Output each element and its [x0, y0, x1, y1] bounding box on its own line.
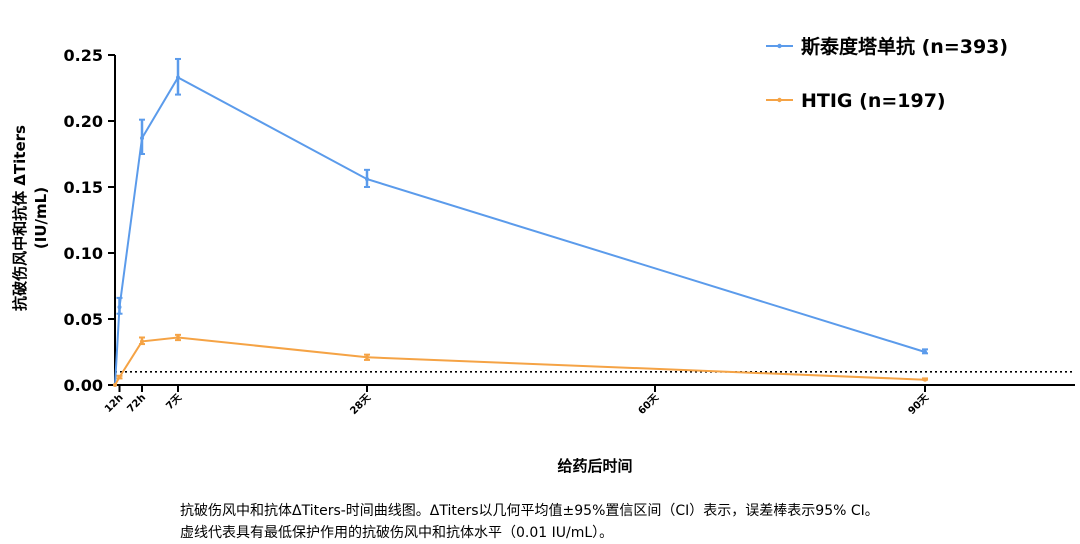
y-tick-label: 0.00 — [64, 376, 103, 395]
legend-label-htig: HTIG (n=197) — [801, 90, 946, 112]
chart-canvas: 0.00 0.05 0.10 0.15 0.20 0.25 12h 72h 7天 28天 60天 9… — [11, 35, 1075, 475]
data-point — [923, 377, 927, 382]
caption-line-2: 虚线代表具有最低保护作用的抗破伤风中和抗体水平（0.01 IU/mL）。 — [180, 525, 614, 541]
legend-item-htig: HTIG (n=197) — [766, 90, 946, 112]
data-point — [117, 375, 122, 380]
data-point — [176, 335, 180, 340]
series-line — [114, 76, 926, 386]
y-tick-label: 0.05 — [64, 310, 103, 329]
data-point — [923, 350, 927, 354]
data-point — [140, 136, 144, 141]
x-tick-label: 60天 — [636, 391, 662, 417]
data-point — [365, 177, 369, 182]
y-tick-label: 0.20 — [64, 112, 103, 131]
x-tick-label: 12h — [103, 392, 126, 415]
data-point — [140, 339, 144, 344]
x-tick-label: 90天 — [906, 391, 932, 417]
axes — [114, 55, 1075, 386]
caption-line-1: 抗破伤风中和抗体ΔTiters-时间曲线图。ΔTiters以几何平均值±95%置… — [180, 503, 879, 519]
data-point — [365, 355, 369, 360]
legend-marker-stadotumab — [777, 43, 782, 49]
y-axis-unit-label: (IU/mL) — [32, 187, 50, 249]
data-point — [117, 305, 122, 310]
legend-label-stadotumab: 斯泰度塔单抗 (n=393) — [801, 35, 1008, 58]
y-tick-label: 0.10 — [64, 244, 103, 263]
legend-marker-htig — [777, 97, 782, 103]
series-1 — [113, 333, 928, 387]
y-axis-label: 抗破伤风中和抗体 ΔTiters — [11, 125, 29, 311]
legend: 斯泰度塔单抗 (n=393) HTIG (n=197) — [766, 35, 1008, 112]
data-point — [113, 383, 117, 387]
data-point — [176, 75, 180, 80]
series-0 — [113, 57, 928, 387]
x-axis-label: 给药后时间 — [557, 457, 632, 475]
figure-caption: 抗破伤风中和抗体ΔTiters-时间曲线图。ΔTiters以几何平均值±95%置… — [180, 500, 1060, 544]
x-axis-ticks: 12h 72h 7天 28天 60天 90天 — [103, 385, 932, 417]
series-line — [114, 336, 926, 386]
y-tick-label: 0.25 — [64, 46, 103, 65]
x-tick-label: 28天 — [348, 391, 374, 417]
y-axis-ticks: 0.00 0.05 0.10 0.15 0.20 0.25 — [64, 46, 115, 395]
y-tick-label: 0.15 — [64, 178, 103, 197]
x-tick-label: 72h — [125, 392, 148, 415]
legend-item-stadotumab: 斯泰度塔单抗 (n=393) — [766, 35, 1008, 58]
x-tick-label: 7天 — [164, 391, 185, 412]
series-layer — [113, 57, 928, 387]
